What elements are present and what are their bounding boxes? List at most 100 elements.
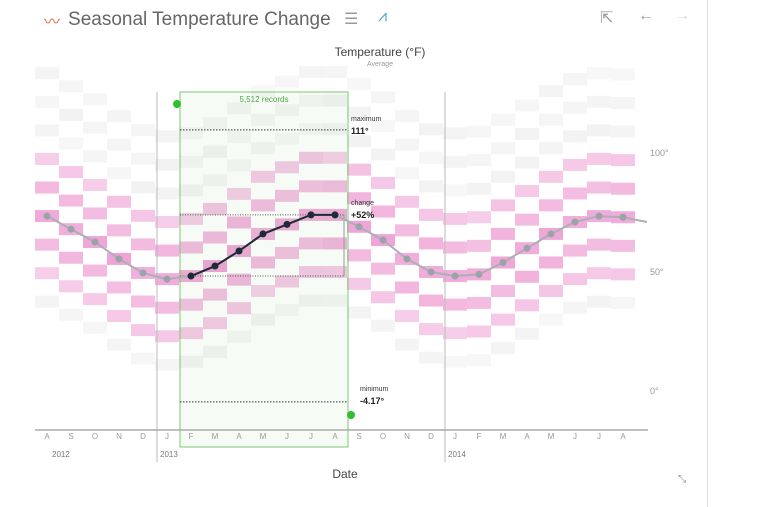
heatmap-cell (443, 241, 467, 254)
heatmap-cell (131, 181, 155, 194)
data-point[interactable] (211, 262, 219, 270)
heatmap-cell (131, 352, 155, 365)
heatmap-cell (491, 142, 515, 155)
selection-handle-start[interactable] (173, 100, 181, 108)
heatmap-cell (515, 127, 539, 140)
data-point[interactable] (403, 255, 411, 263)
heatmap-cell (203, 345, 227, 358)
month-tick: J (597, 432, 601, 441)
heatmap-cell (83, 178, 107, 191)
heatmap-cell (251, 285, 275, 298)
heatmap-cell (539, 142, 563, 155)
heatmap-cell (587, 95, 611, 108)
data-point[interactable] (523, 244, 531, 252)
data-point[interactable] (571, 218, 579, 226)
month-tick: J (453, 432, 457, 441)
data-point[interactable] (427, 268, 435, 276)
heatmap-cell (35, 95, 59, 108)
heatmap-cell (155, 330, 179, 343)
change-label: change (351, 200, 374, 207)
heatmap-cell (107, 310, 131, 323)
heatmap-cell (59, 137, 83, 150)
heatmap-cell (299, 151, 323, 164)
heatmap-cell (419, 180, 443, 193)
heatmap-cell (395, 310, 419, 323)
data-point[interactable] (307, 211, 315, 219)
data-point[interactable] (379, 236, 387, 244)
heatmap-cell (227, 130, 251, 143)
data-point[interactable] (595, 212, 603, 220)
data-point[interactable] (331, 211, 339, 219)
heatmap-cell (611, 296, 635, 309)
data-point[interactable] (67, 225, 75, 233)
data-point[interactable] (91, 238, 99, 246)
data-point[interactable] (187, 272, 195, 280)
heatmap-cell (251, 199, 275, 212)
records-count: 5,512 records (240, 95, 289, 104)
heatmap-cell (275, 189, 299, 202)
heatmap-cell (371, 119, 395, 132)
month-tick: F (189, 432, 194, 441)
chart-panel (30, 0, 708, 507)
data-point[interactable] (355, 223, 363, 231)
heatmap-cell (515, 270, 539, 283)
month-tick: F (477, 432, 482, 441)
data-point[interactable] (283, 220, 291, 228)
collapse-icon[interactable]: ⤡ (678, 474, 686, 485)
back-arrow-icon[interactable]: ← (638, 7, 654, 24)
data-point[interactable] (475, 270, 483, 278)
heatmap-cell (515, 99, 539, 112)
bar-list-icon[interactable]: ☰ (344, 11, 359, 28)
heatmap-cell (35, 67, 59, 80)
data-point[interactable] (259, 230, 267, 238)
heatmap-cell (563, 301, 587, 314)
month-tick: M (260, 432, 267, 441)
heatmap-cell (203, 202, 227, 215)
selection-handle-end[interactable] (347, 411, 355, 419)
heatmap-cell (467, 182, 491, 195)
external-link-icon[interactable]: ⇱ (600, 10, 614, 27)
forward-arrow-icon[interactable]: → (674, 7, 690, 24)
month-tick: J (309, 432, 313, 441)
heatmap-cell (563, 158, 587, 171)
heatmap-cell (155, 130, 179, 143)
heatmap-cell (299, 237, 323, 250)
heatmap-cell (275, 246, 299, 259)
heatmap-cell (467, 211, 491, 224)
heatmap-cell (155, 358, 179, 371)
data-point[interactable] (451, 272, 459, 280)
data-point[interactable] (619, 213, 627, 221)
heatmap-cell (491, 342, 515, 355)
heatmap-cell (371, 262, 395, 275)
heatmap-cell (155, 216, 179, 229)
data-point[interactable] (139, 269, 147, 277)
data-point[interactable] (547, 230, 555, 238)
heatmap-cell (419, 351, 443, 364)
heatmap-cell (179, 212, 203, 225)
data-point[interactable] (43, 212, 51, 220)
heatmap-cell (275, 104, 299, 117)
data-point[interactable] (499, 258, 507, 266)
line-view-icon[interactable]: ⩘ (378, 8, 388, 25)
heatmap-cell (59, 308, 83, 321)
heatmap-cell (395, 281, 419, 294)
heatmap-cell (323, 123, 347, 136)
month-tick: A (236, 432, 242, 441)
heatmap-cell (107, 281, 131, 294)
heatmap-cell (347, 192, 371, 205)
heatmap-cell (587, 124, 611, 137)
heatmap-cell (83, 150, 107, 163)
heatmap-cell (131, 295, 155, 308)
data-point[interactable] (115, 255, 123, 263)
data-point[interactable] (235, 247, 243, 255)
heatmap-cell (323, 66, 347, 79)
heatmap-cell (299, 66, 323, 79)
heatmap-cell (299, 294, 323, 307)
data-point[interactable] (163, 275, 171, 283)
heatmap-cell (587, 267, 611, 280)
heatmap-cell (563, 244, 587, 257)
minimum-value: -4.17° (360, 396, 385, 406)
heatmap-cell (611, 182, 635, 195)
heatmap-cell (563, 273, 587, 286)
